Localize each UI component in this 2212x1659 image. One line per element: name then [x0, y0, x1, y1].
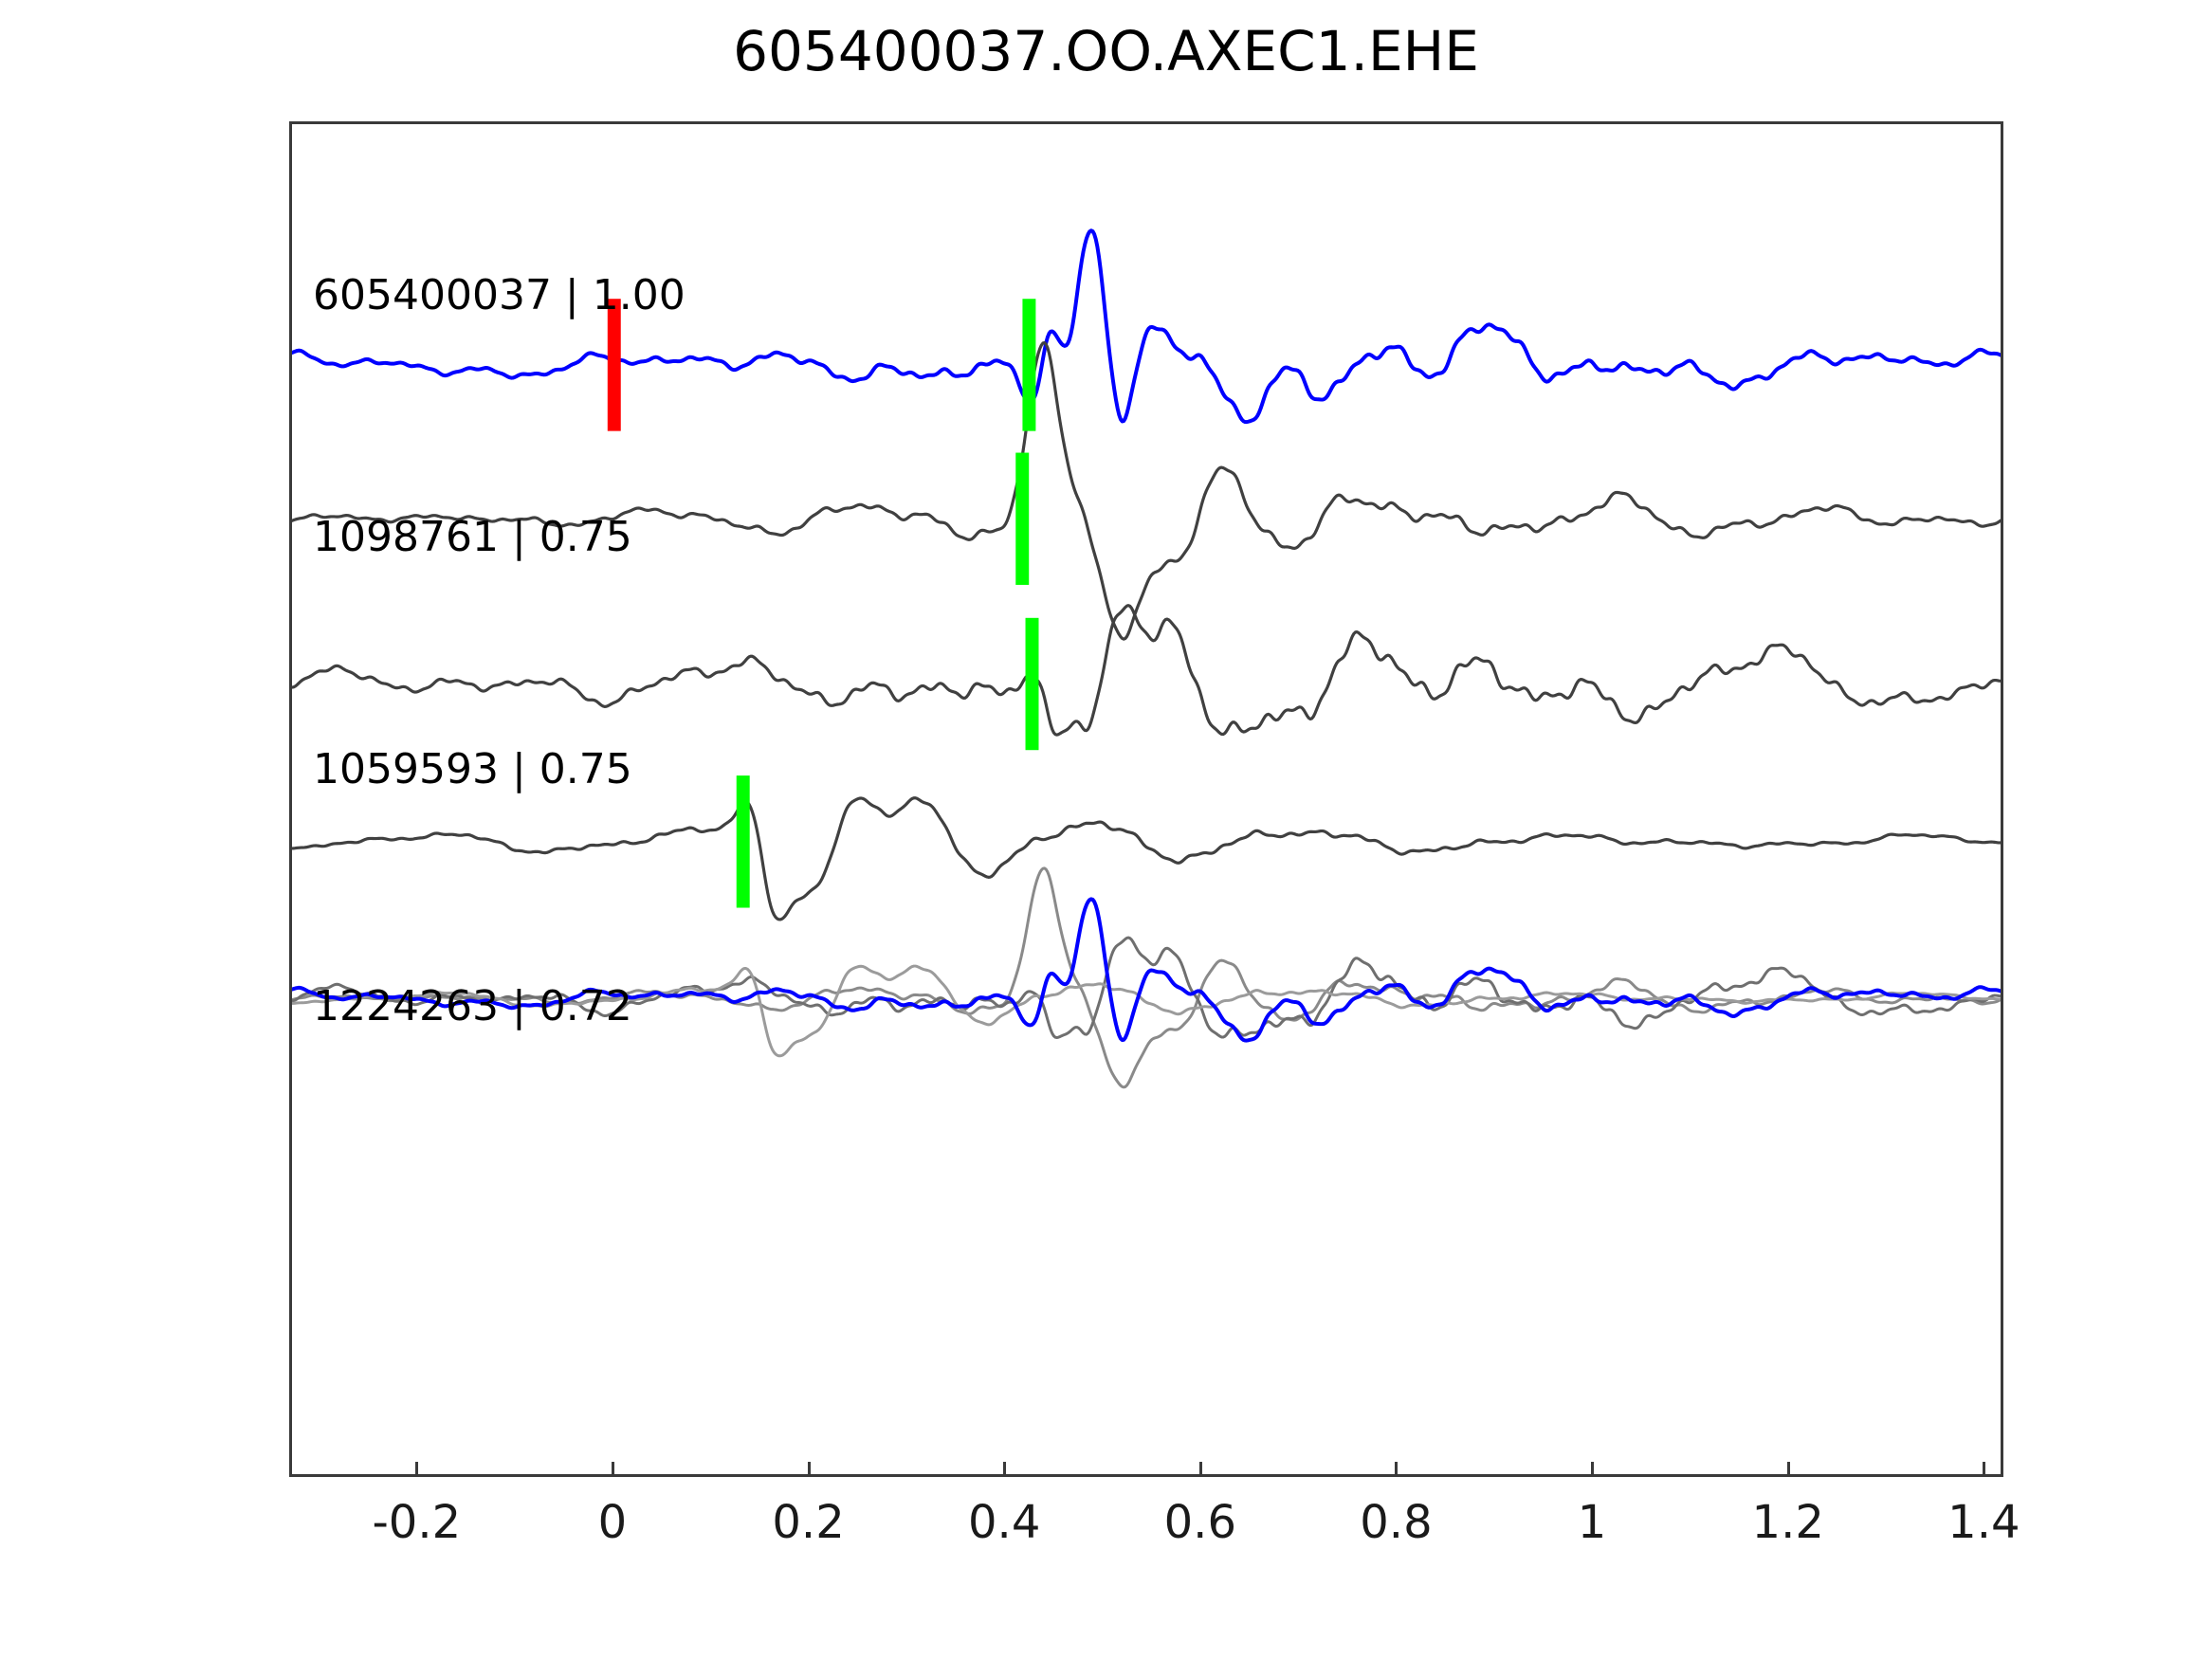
- x-tick-mark: [1003, 1462, 1007, 1477]
- pick-marker-s: [736, 775, 750, 908]
- x-tick-mark: [1395, 1462, 1398, 1477]
- overlay-trace-template: [292, 897, 2001, 1043]
- x-tick-mark: [611, 1462, 614, 1477]
- x-tick-mark: [415, 1462, 419, 1477]
- x-tick-label: 1: [1577, 1496, 1607, 1549]
- pick-marker-s: [1015, 452, 1030, 585]
- plot-area: [289, 121, 2003, 1477]
- waveform-trace: [292, 228, 2001, 425]
- page-title: 605400037.OO.AXEC1.EHE: [733, 19, 1479, 83]
- x-tick-mark: [1983, 1462, 1986, 1477]
- waveform-trace: [292, 340, 2001, 641]
- x-tick-label: 0: [597, 1496, 628, 1549]
- waveform-canvas: [292, 228, 2001, 1089]
- x-tick-label: 1.2: [1751, 1496, 1824, 1549]
- overlay-trace-gray: [292, 964, 2001, 1058]
- x-tick-label: 1.4: [1947, 1496, 2020, 1549]
- pick-marker-p: [607, 299, 621, 431]
- overlay-trace-gray: [292, 936, 2001, 1040]
- x-tick-mark: [1786, 1462, 1790, 1477]
- x-tick-mark: [1198, 1462, 1202, 1477]
- x-tick-label: 0.4: [968, 1496, 1041, 1549]
- x-tick-label: 0.2: [772, 1496, 845, 1549]
- x-tick-mark: [807, 1462, 811, 1477]
- waveform-trace: [292, 604, 2001, 737]
- x-tick-label: 0.8: [1360, 1496, 1433, 1549]
- waveform-trace: [292, 796, 2001, 921]
- pick-marker-s: [1025, 617, 1039, 751]
- x-tick-mark: [1591, 1462, 1595, 1477]
- x-tick-label: -0.2: [372, 1496, 462, 1549]
- pick-marker-s: [1022, 299, 1036, 431]
- x-tick-label: 0.6: [1163, 1496, 1236, 1549]
